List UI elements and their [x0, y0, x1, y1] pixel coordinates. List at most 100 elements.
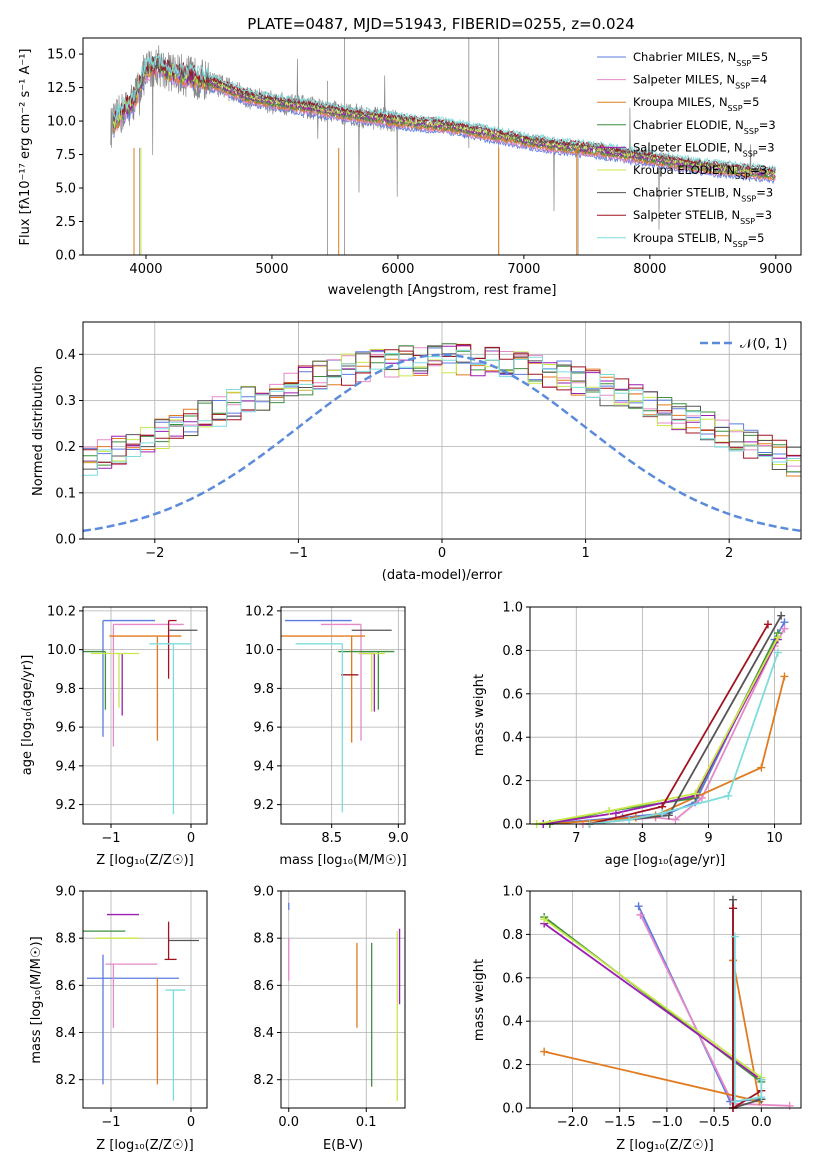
y-tick-label: 8.4 [253, 1026, 274, 1041]
spectrum-x-ticks: 4000 5000 6000 7000 8000 9000 [129, 255, 792, 277]
legend-label-chabrier-miles: Chabrier MILES, NSSP=5 [633, 50, 768, 68]
mass-z-y-label: mass [log₁₀(M/M☉)] [29, 936, 44, 1063]
legend-label-salpeter-stelib: Salpeter STELIB, NSSP=3 [633, 208, 772, 226]
y-tick-label: 8.6 [253, 979, 274, 994]
mw-z-y-label: mass weight [472, 959, 487, 1041]
mw-z-x-ticks: −2.0 −1.5 −1.0 −0.5 0.0 [557, 1108, 772, 1130]
series-line-kroupa-elodie [543, 918, 762, 1079]
x-tick-label: 7 [572, 831, 580, 846]
y-tick-label: 0.1 [55, 486, 76, 501]
mass-vs-z-panel: −1 0 8.2 8.4 8.6 8.8 9.0 Z [log₁₀(Z/Z☉)] mass… [29, 885, 208, 1153]
age-z-grid [83, 607, 207, 824]
residual-histogram-chabrier-elodie [83, 343, 801, 473]
mw-z-grid [530, 890, 801, 1109]
marker-kroupa-elodie [691, 789, 700, 798]
mass-ebv-x-label: E(B-V) [323, 1138, 363, 1153]
mw-age-grid [530, 606, 801, 825]
y-tick-label: 0.4 [502, 1015, 523, 1030]
y-tick-label: 15.0 [47, 48, 76, 63]
age-z-y-ticks: 9.2 9.4 9.6 9.8 10.0 10.2 [47, 604, 83, 813]
y-tick-label: 0.0 [55, 533, 76, 548]
y-tick-label: 9.8 [55, 682, 76, 697]
mass-z-y-ticks: 8.2 8.4 8.6 8.8 9.0 [55, 885, 83, 1088]
mass-z-plot-area [83, 913, 199, 1101]
marker-chabrier-stelib [729, 895, 738, 904]
y-tick-label: 9.8 [253, 682, 274, 697]
age-z-x-label: Z [log₁₀(Z/Z☉)] [96, 853, 193, 868]
massweight-vs-z-panel: −2.0 −1.5 −1.0 −0.5 0.0 0.0 0.2 0.4 0.6 0.8 1.0 Z… [472, 885, 802, 1153]
series-line-salpeter-elodie [543, 922, 762, 1081]
x-tick-label: 6000 [381, 262, 414, 277]
y-tick-label: 10.0 [47, 643, 76, 658]
model-spectrum-kroupa-elodie [112, 57, 776, 176]
x-tick-label: 0 [187, 1115, 195, 1130]
marker-chabrier-stelib [777, 611, 786, 620]
x-tick-label: −1 [289, 546, 308, 561]
marker-kroupa-miles [757, 763, 766, 772]
spectrum-y-label: Flux [fλ10⁻¹⁷ erg cm⁻² s⁻¹ A⁻¹] [18, 49, 33, 246]
x-tick-label: −2 [145, 546, 164, 561]
series-line-chabrier-miles [543, 621, 786, 825]
series-line-kroupa-elodie [536, 636, 779, 825]
x-tick-label: 0.0 [751, 1115, 772, 1130]
marker-chabrier-miles [634, 902, 643, 911]
marker-kroupa-stelib [730, 932, 739, 941]
residual-histogram-chabrier-stelib [83, 345, 801, 470]
spectrum-panel: PLATE=0487, MJD=51943, FIBERID=0255, z=0… [18, 15, 802, 298]
y-tick-label: 8.2 [55, 1073, 76, 1088]
spectrum-legend: Chabrier MILES, NSSP=5 Salpeter MILES, NS… [597, 50, 776, 248]
y-tick-label: 9.4 [253, 759, 274, 774]
y-tick-label: 2.5 [55, 215, 76, 230]
y-tick-label: 5.0 [55, 182, 76, 197]
y-tick-label: 0.3 [55, 394, 76, 409]
spectrum-title: PLATE=0487, MJD=51943, FIBERID=0255, z=0… [247, 15, 634, 33]
mw-age-x-ticks: 7 8 9 10 [572, 824, 783, 846]
mw-age-y-ticks: 0.0 0.2 0.4 0.6 0.8 1.0 [502, 601, 530, 833]
mw-z-plot-area [540, 895, 794, 1112]
y-tick-label: 12.5 [47, 81, 76, 96]
mass-z-frame [82, 890, 208, 1109]
y-tick-label: 9.4 [55, 759, 76, 774]
age-mass-frame [280, 606, 406, 825]
y-tick-label: 0.2 [55, 440, 76, 455]
y-tick-label: 1.0 [502, 601, 523, 616]
legend-label-chabrier-stelib: Chabrier STELIB, NSSP=3 [633, 186, 773, 204]
mass-ebv-grid [281, 890, 405, 1108]
series-line-kroupa-miles [543, 960, 761, 1103]
x-tick-label: 8 [638, 831, 646, 846]
y-tick-label: 8.4 [55, 1026, 76, 1041]
x-tick-label: 0 [187, 831, 195, 846]
x-tick-label: 1 [581, 546, 589, 561]
age-vs-mass-panel: 8.5 9.0 9.2 9.4 9.6 9.8 10.0 10.2 mass [log₁₀(… [245, 604, 409, 868]
residual-x-label: (data-model)/error [382, 568, 503, 583]
y-tick-label: 9.6 [55, 721, 76, 736]
marker-kroupa-elodie [540, 915, 549, 924]
marker-salpeter-miles [780, 624, 789, 633]
age-z-x-ticks: −1 0 [101, 824, 195, 846]
mw-age-frame [529, 606, 802, 825]
x-tick-label: 0 [438, 546, 446, 561]
legend-label-kroupa-stelib: Kroupa STELIB, NSSP=5 [633, 231, 764, 249]
series-line-kroupa-stelib [734, 936, 763, 1103]
x-tick-label: 4000 [129, 262, 162, 277]
y-tick-label: 1.0 [502, 885, 523, 900]
x-tick-label: 0.1 [356, 1115, 377, 1130]
marker-kroupa-stelib [757, 1075, 766, 1084]
y-tick-label: 0.8 [502, 928, 523, 943]
spectrum-x-label: wavelength [Angstrom, rest frame] [328, 283, 557, 298]
marker-kroupa-stelib [658, 809, 667, 818]
residual-y-ticks: 0.0 0.1 0.2 0.3 0.4 [55, 348, 83, 548]
mw-z-x-label: Z [log₁₀(Z/Z☉)] [616, 1138, 713, 1153]
mw-z-y-ticks: 0.0 0.2 0.4 0.6 0.8 1.0 [502, 885, 530, 1117]
mass-ebv-frame [280, 890, 406, 1109]
marker-kroupa-stelib [773, 648, 782, 657]
marker-kroupa-elodie [605, 806, 614, 815]
y-tick-label: 7.5 [55, 148, 76, 163]
x-tick-label: 7000 [507, 262, 540, 277]
age-z-plot-area [83, 619, 198, 815]
series-line-salpeter-stelib [589, 623, 769, 825]
age-vs-z-panel: −1 0 9.2 9.4 9.6 9.8 10.0 10.2 Z [log₁₀(Z/Z☉)]… [20, 604, 208, 868]
x-tick-label: 8000 [633, 262, 666, 277]
series-line-chabrier-stelib [589, 615, 782, 825]
